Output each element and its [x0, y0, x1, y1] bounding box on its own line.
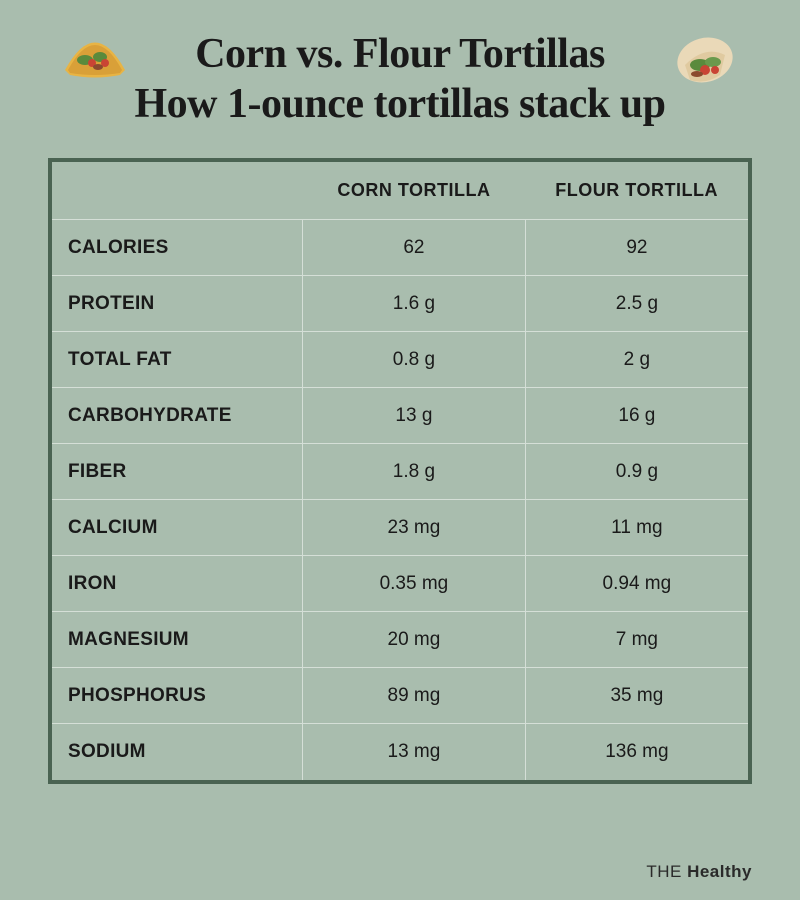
table-row: CALCIUM23 mg11 mg [52, 500, 748, 556]
nutrition-table: CORN TORTILLA FLOUR TORTILLA CALORIES629… [52, 172, 748, 780]
row-corn-value: 20 mg [303, 612, 526, 668]
row-label: CALORIES [52, 220, 303, 276]
row-flour-value: 0.9 g [525, 444, 748, 500]
header: Corn vs. Flour Tortillas How 1-ounce tor… [0, 0, 800, 128]
row-flour-value: 16 g [525, 388, 748, 444]
row-flour-value: 2 g [525, 332, 748, 388]
row-label: CALCIUM [52, 500, 303, 556]
table-row: FIBER1.8 g0.9 g [52, 444, 748, 500]
row-corn-value: 0.8 g [303, 332, 526, 388]
col-header-flour: FLOUR TORTILLA [525, 172, 748, 220]
table-row: IRON0.35 mg0.94 mg [52, 556, 748, 612]
row-corn-value: 13 g [303, 388, 526, 444]
row-flour-value: 11 mg [525, 500, 748, 556]
table-row: CARBOHYDRATE13 g16 g [52, 388, 748, 444]
brand-name: Healthy [687, 862, 752, 881]
row-corn-value: 23 mg [303, 500, 526, 556]
brand-logo: THE Healthy [646, 862, 752, 882]
brand-the: THE [646, 862, 687, 881]
nutrition-table-frame: CORN TORTILLA FLOUR TORTILLA CALORIES629… [48, 158, 752, 784]
table-row: CALORIES6292 [52, 220, 748, 276]
row-label: CARBOHYDRATE [52, 388, 303, 444]
row-corn-value: 13 mg [303, 724, 526, 780]
row-label: FIBER [52, 444, 303, 500]
taco-icon [60, 25, 130, 85]
table-row: PROTEIN1.6 g2.5 g [52, 276, 748, 332]
row-corn-value: 1.6 g [303, 276, 526, 332]
row-label: IRON [52, 556, 303, 612]
row-flour-value: 2.5 g [525, 276, 748, 332]
row-label: PROTEIN [52, 276, 303, 332]
table-row: SODIUM13 mg136 mg [52, 724, 748, 780]
row-flour-value: 136 mg [525, 724, 748, 780]
row-label: TOTAL FAT [52, 332, 303, 388]
row-label: PHOSPHORUS [52, 668, 303, 724]
table-row: PHOSPHORUS89 mg35 mg [52, 668, 748, 724]
table-header-row: CORN TORTILLA FLOUR TORTILLA [52, 172, 748, 220]
row-flour-value: 0.94 mg [525, 556, 748, 612]
row-flour-value: 92 [525, 220, 748, 276]
row-flour-value: 7 mg [525, 612, 748, 668]
table-row: MAGNESIUM20 mg7 mg [52, 612, 748, 668]
col-header-blank [52, 172, 303, 220]
row-label: MAGNESIUM [52, 612, 303, 668]
row-corn-value: 89 mg [303, 668, 526, 724]
row-label: SODIUM [52, 724, 303, 780]
row-corn-value: 0.35 mg [303, 556, 526, 612]
row-flour-value: 35 mg [525, 668, 748, 724]
row-corn-value: 62 [303, 220, 526, 276]
table-row: TOTAL FAT0.8 g2 g [52, 332, 748, 388]
row-corn-value: 1.8 g [303, 444, 526, 500]
wrap-icon [665, 30, 745, 100]
col-header-corn: CORN TORTILLA [303, 172, 526, 220]
